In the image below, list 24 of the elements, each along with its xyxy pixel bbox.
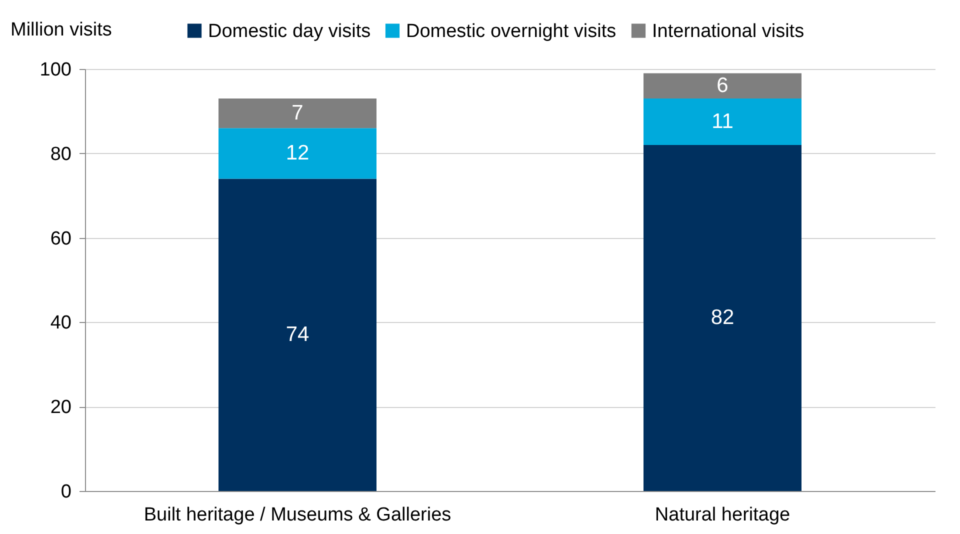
- y-tick-label: 60: [50, 228, 72, 250]
- data-label: 82: [710, 306, 734, 329]
- y-tick-label: 100: [40, 60, 72, 80]
- data-label: 11: [712, 110, 734, 133]
- legend-label: International visits: [652, 20, 804, 42]
- y-tick-label: 40: [50, 312, 72, 334]
- bar: [644, 144, 802, 491]
- y-tick-label: 80: [50, 144, 72, 165]
- x-tick-label: Natural heritage: [654, 504, 790, 526]
- data-label: 74: [286, 322, 310, 346]
- bar: [218, 128, 376, 179]
- y-tick-label: 0: [60, 482, 72, 502]
- data-label: 6: [716, 74, 728, 97]
- legend-label: Domestic overnight visits: [406, 20, 616, 42]
- data-label: 7: [292, 101, 304, 124]
- bar: [218, 98, 376, 128]
- bar: [644, 73, 802, 99]
- x-tick-label: Built heritage / Museums & Galleries: [144, 504, 452, 526]
- y-tick-label: 20: [50, 397, 72, 418]
- y-axis-title: Million visits: [10, 20, 112, 40]
- data-label: 12: [286, 141, 310, 164]
- bar: [644, 98, 802, 145]
- bar: [218, 178, 376, 491]
- legend-label: Domestic day visits: [208, 20, 371, 42]
